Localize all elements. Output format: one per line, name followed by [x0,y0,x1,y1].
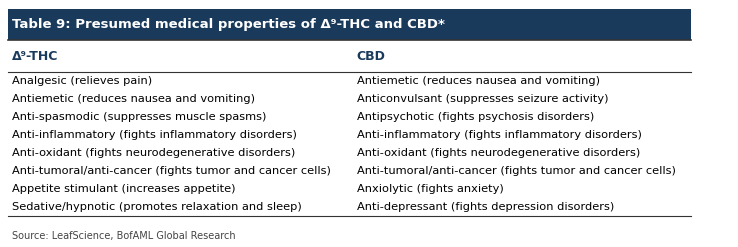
Text: Analgesic (relieves pain): Analgesic (relieves pain) [12,76,152,86]
Text: Anti-tumoral/anti-cancer (fights tumor and cancer cells): Anti-tumoral/anti-cancer (fights tumor a… [356,166,675,176]
Text: Δ⁹-THC: Δ⁹-THC [12,50,58,63]
Text: Table 9: Presumed medical properties of Δ⁹-THC and CBD*: Table 9: Presumed medical properties of … [12,18,445,31]
Text: Appetite stimulant (increases appetite): Appetite stimulant (increases appetite) [12,184,235,194]
Text: Anti-depressant (fights depression disorders): Anti-depressant (fights depression disor… [356,202,614,212]
Text: Anti-inflammatory (fights inflammatory disorders): Anti-inflammatory (fights inflammatory d… [356,130,641,140]
Text: Anticonvulsant (suppresses seizure activity): Anticonvulsant (suppresses seizure activ… [356,94,608,104]
Text: Anti-oxidant (fights neurodegenerative disorders): Anti-oxidant (fights neurodegenerative d… [12,148,295,158]
Text: Antipsychotic (fights psychosis disorders): Antipsychotic (fights psychosis disorder… [356,112,594,122]
Text: CBD: CBD [356,50,385,63]
Text: Anti-spasmodic (suppresses muscle spasms): Anti-spasmodic (suppresses muscle spasms… [12,112,266,122]
FancyBboxPatch shape [8,9,691,41]
Text: Sedative/hypnotic (promotes relaxation and sleep): Sedative/hypnotic (promotes relaxation a… [12,202,302,212]
Text: Anti-inflammatory (fights inflammatory disorders): Anti-inflammatory (fights inflammatory d… [12,130,297,140]
Text: Anxiolytic (fights anxiety): Anxiolytic (fights anxiety) [356,184,503,194]
Text: Anti-oxidant (fights neurodegenerative disorders): Anti-oxidant (fights neurodegenerative d… [356,148,640,158]
Text: Antiemetic (reduces nausea and vomiting): Antiemetic (reduces nausea and vomiting) [356,76,600,86]
Text: Source: LeafScience, BofAML Global Research: Source: LeafScience, BofAML Global Resea… [12,231,235,241]
Text: Anti-tumoral/anti-cancer (fights tumor and cancer cells): Anti-tumoral/anti-cancer (fights tumor a… [12,166,331,176]
Text: Antiemetic (reduces nausea and vomiting): Antiemetic (reduces nausea and vomiting) [12,94,255,104]
